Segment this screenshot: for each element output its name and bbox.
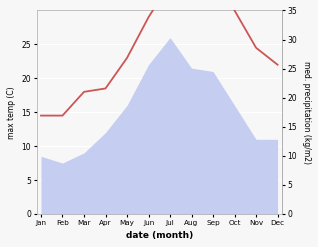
Y-axis label: max temp (C): max temp (C) [7, 86, 16, 139]
Y-axis label: med. precipitation (kg/m2): med. precipitation (kg/m2) [302, 61, 311, 164]
X-axis label: date (month): date (month) [126, 231, 193, 240]
